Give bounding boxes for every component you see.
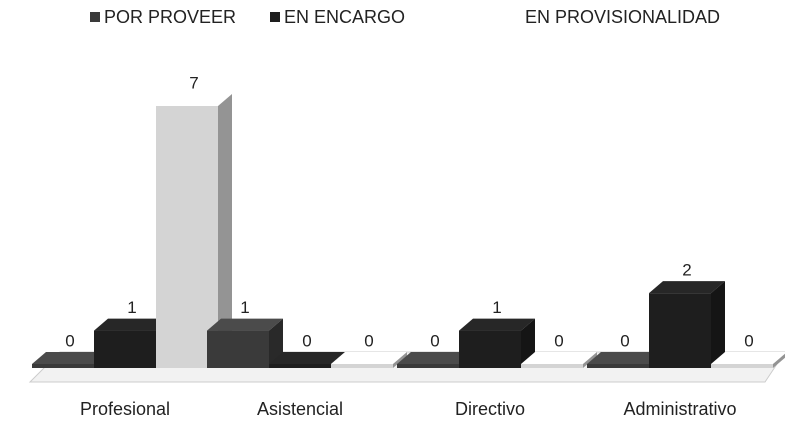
bar-top [397, 352, 473, 364]
value-label: 1 [492, 298, 501, 317]
value-label: 1 [127, 298, 136, 317]
bar-front [331, 364, 393, 368]
x-tick-label: Profesional [80, 399, 170, 419]
bar [459, 318, 535, 368]
value-label: 2 [682, 261, 691, 280]
value-label: 0 [554, 331, 563, 350]
legend-label: POR PROVEER [104, 7, 236, 27]
bar-top [94, 318, 170, 331]
bar-side [393, 352, 407, 368]
bar-top [711, 352, 785, 364]
bar-front [32, 364, 94, 368]
value-label: 0 [430, 331, 439, 350]
bar-top [269, 352, 345, 364]
bar [207, 318, 283, 368]
bar-front [711, 364, 773, 368]
bar-top [156, 94, 232, 106]
x-tick-label: Directivo [455, 399, 525, 419]
bar-front [269, 364, 331, 368]
bar-front [94, 330, 156, 368]
value-label: 0 [65, 331, 74, 350]
bar [711, 352, 785, 368]
bar-top [32, 352, 108, 364]
bar-top [207, 318, 283, 331]
bar [649, 281, 725, 368]
bar-side [773, 353, 785, 368]
bar-top [649, 281, 725, 294]
bar-front [207, 330, 269, 368]
bar-front [587, 364, 649, 368]
bar [156, 94, 232, 368]
bar-front [521, 364, 583, 368]
bar [331, 352, 407, 368]
bar-top [459, 318, 535, 331]
bar-side [711, 281, 725, 368]
bar-front [649, 293, 711, 368]
bar-side [218, 94, 232, 368]
bar [521, 352, 597, 368]
bar-side [583, 352, 597, 368]
bar-top [587, 352, 663, 364]
legend-swatch [270, 12, 280, 22]
bar-top [521, 352, 597, 364]
value-label: 0 [302, 331, 311, 350]
bar-front [459, 330, 521, 368]
x-tick-label: Asistencial [257, 399, 343, 419]
legend-swatch [90, 12, 100, 22]
bar-front [156, 106, 218, 368]
value-label: 7 [189, 73, 198, 92]
value-label: 0 [620, 331, 629, 350]
x-tick-label: Administrativo [623, 399, 736, 419]
value-label: 0 [744, 331, 753, 350]
legend-label: EN ENCARGO [284, 7, 405, 27]
value-label: 1 [240, 298, 249, 317]
bar-top [331, 352, 407, 364]
value-label: 0 [364, 331, 373, 350]
bar-front [397, 364, 459, 368]
legend-label: EN PROVISIONALIDAD [525, 7, 720, 27]
